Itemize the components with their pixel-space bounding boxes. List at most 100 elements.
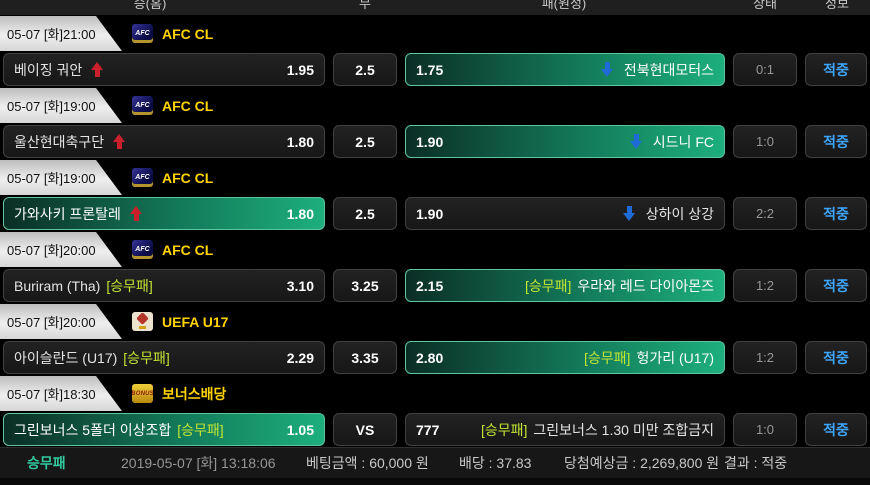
match-header-row: 05-07 [화]19:00 AFC AFC CL xyxy=(0,160,870,195)
draw-odds-button[interactable]: 2.5 xyxy=(333,53,397,86)
home-odds-value: 1.80 xyxy=(286,133,314,150)
away-team-name: 우라와 레드 다이아몬즈 xyxy=(577,277,714,294)
match-header-row: 05-07 [화]18:30 BONUS 보너스배당 xyxy=(0,376,870,411)
away-bet-type-tag: [승무패] xyxy=(584,349,631,366)
bet-result: 결과 : 적중 xyxy=(724,455,788,471)
draw-odds-value: 2.5 xyxy=(355,61,375,78)
away-odds-button[interactable]: 2.80 [승무패] 헝가리 (U17) xyxy=(405,341,725,374)
league-badge-icon: AFC xyxy=(132,96,153,115)
home-team-name: 가와사키 프론탈레 xyxy=(14,205,121,222)
league-name: UEFA U17 xyxy=(162,313,229,330)
home-odds-value: 2.29 xyxy=(286,349,314,366)
league-badge-icon: AFC xyxy=(132,168,153,187)
league-name: AFC CL xyxy=(162,97,214,114)
home-team-name: 그린보너스 5폴더 이상조합 xyxy=(14,421,172,438)
home-odds-button[interactable]: 그린보너스 5폴더 이상조합 [승무패] 1.05 xyxy=(3,413,325,446)
draw-odds-value: 2.5 xyxy=(355,133,375,150)
home-odds-value: 1.95 xyxy=(286,61,314,78)
away-team-group: [승무패] 우라와 레드 다이아몬즈 xyxy=(525,276,714,296)
home-odds-button[interactable]: 가와사키 프론탈레 1.80 xyxy=(3,197,325,230)
score-display: 1:2 xyxy=(733,269,797,302)
result-info-button[interactable]: 적중 xyxy=(805,197,867,230)
match-time-tab: 05-07 [화]19:00 xyxy=(0,88,122,123)
col-header-info: 정보 xyxy=(825,0,849,11)
league-name: AFC CL xyxy=(162,25,214,42)
score-value: 0:1 xyxy=(755,62,775,77)
bet-datetime: 2019-05-07 [화] 13:18:06 xyxy=(121,455,276,471)
home-odds-button[interactable]: 울산현대축구단 1.80 xyxy=(3,125,325,158)
draw-odds-value: VS xyxy=(355,421,375,438)
score-display: 2:2 xyxy=(733,197,797,230)
away-odds-button[interactable]: 1.90 상하이 상강 xyxy=(405,197,725,230)
home-bet-type-tag: [승무패] xyxy=(177,421,224,438)
match-block: 05-07 [화]20:00 AFC AFC CL Buriram (Tha) … xyxy=(0,232,870,304)
bet-amount: 베팅금액 : 60,000 원 xyxy=(306,455,429,471)
match-block: 05-07 [화]18:30 BONUS 보너스배당 그린보너스 5폴더 이상조… xyxy=(0,376,870,448)
away-team-group: 상하이 상강 xyxy=(622,204,714,224)
draw-odds-button[interactable]: 2.5 xyxy=(333,197,397,230)
league-name: AFC CL xyxy=(162,169,214,186)
away-bet-type-tag: [승무패] xyxy=(480,421,528,438)
column-header-row: 승(홈) 무 패(원정) 상태 정보 xyxy=(0,0,870,16)
match-row: 가와사키 프론탈레 1.80 2.5 1.90 상하이 상강 2:2 적 xyxy=(0,195,870,232)
bottom-strip xyxy=(0,478,870,485)
result-info-button[interactable]: 적중 xyxy=(805,413,867,446)
away-team-group: 시드니 FC xyxy=(629,132,714,152)
draw-odds-button[interactable]: VS xyxy=(333,413,397,446)
match-row: Buriram (Tha) [승무패] 3.10 3.25 2.15 [승무패]… xyxy=(0,267,870,304)
result-label: 적중 xyxy=(823,205,849,222)
col-header-win-home: 승(홈) xyxy=(133,0,167,11)
away-odds-value: 777 xyxy=(416,421,440,438)
home-odds-button[interactable]: 베이징 궈안 1.95 xyxy=(3,53,325,86)
score-value: 2:2 xyxy=(755,206,775,221)
away-odds-button[interactable]: 777 [승무패] 그린보너스 1.30 미만 조합금지 xyxy=(405,413,725,446)
home-bet-type-tag: [승무패] xyxy=(106,277,153,294)
home-odds-button[interactable]: Buriram (Tha) [승무패] 3.10 xyxy=(3,269,325,302)
match-block: 05-07 [화]19:00 AFC AFC CL 가와사키 프론탈레 1.80… xyxy=(0,160,870,232)
away-team-name: 헝가리 (U17) xyxy=(636,349,714,366)
match-time-tab: 05-07 [화]19:00 xyxy=(0,160,122,195)
odds-up-arrow-icon xyxy=(91,62,104,77)
match-row: 베이징 궈안 1.95 2.5 1.75 전북현대모터스 0:1 적중 xyxy=(0,51,870,88)
match-row: 울산현대축구단 1.80 2.5 1.90 시드니 FC 1:0 적중 xyxy=(0,123,870,160)
away-odds-button[interactable]: 1.75 전북현대모터스 xyxy=(405,53,725,86)
expected-winnings: 당첨예상금 : 2,269,800 원 xyxy=(564,455,720,471)
home-odds-value: 1.80 xyxy=(286,205,314,222)
score-display: 1:2 xyxy=(733,341,797,374)
draw-odds-button[interactable]: 3.25 xyxy=(333,269,397,302)
home-odds-button[interactable]: 아이슬란드 (U17) [승무패] 2.29 xyxy=(3,341,325,374)
match-list: 05-07 [화]21:00 AFC AFC CL 베이징 궈안 1.95 2.… xyxy=(0,16,870,448)
match-block: 05-07 [화]20:00 UEFA U17 아이슬란드 (U17) [승무패… xyxy=(0,304,870,376)
draw-odds-value: 3.35 xyxy=(351,349,379,366)
home-team-name: 울산현대축구단 xyxy=(14,133,105,150)
score-value: 1:0 xyxy=(755,134,775,149)
league-badge-icon: AFC xyxy=(132,24,153,43)
draw-odds-button[interactable]: 2.5 xyxy=(333,125,397,158)
result-info-button[interactable]: 적중 xyxy=(805,53,867,86)
away-odds-value: 1.90 xyxy=(416,133,444,150)
score-value: 1:2 xyxy=(755,350,775,365)
draw-odds-button[interactable]: 3.35 xyxy=(333,341,397,374)
score-display: 1:0 xyxy=(733,125,797,158)
result-info-button[interactable]: 적중 xyxy=(805,341,867,374)
match-block: 05-07 [화]21:00 AFC AFC CL 베이징 궈안 1.95 2.… xyxy=(0,16,870,88)
result-info-button[interactable]: 적중 xyxy=(805,125,867,158)
away-odds-button[interactable]: 2.15 [승무패] 우라와 레드 다이아몬즈 xyxy=(405,269,725,302)
score-display: 1:0 xyxy=(733,413,797,446)
result-label: 적중 xyxy=(823,421,849,438)
score-value: 1:2 xyxy=(755,278,775,293)
away-odds-button[interactable]: 1.90 시드니 FC xyxy=(405,125,725,158)
away-team-name: 상하이 상강 xyxy=(645,205,714,222)
league-badge-icon: AFC xyxy=(132,240,153,259)
league-badge-icon xyxy=(132,312,153,331)
away-odds-value: 2.15 xyxy=(416,277,444,294)
away-bet-type-tag: [승무패] xyxy=(524,277,572,294)
home-team-name: 베이징 궈안 xyxy=(14,61,83,78)
match-time-tab: 05-07 [화]20:00 xyxy=(0,304,122,339)
match-header-row: 05-07 [화]20:00 AFC AFC CL xyxy=(0,232,870,267)
result-label: 적중 xyxy=(823,133,849,150)
home-odds-value: 3.10 xyxy=(286,277,314,294)
result-info-button[interactable]: 적중 xyxy=(805,269,867,302)
league-name: AFC CL xyxy=(162,241,214,258)
